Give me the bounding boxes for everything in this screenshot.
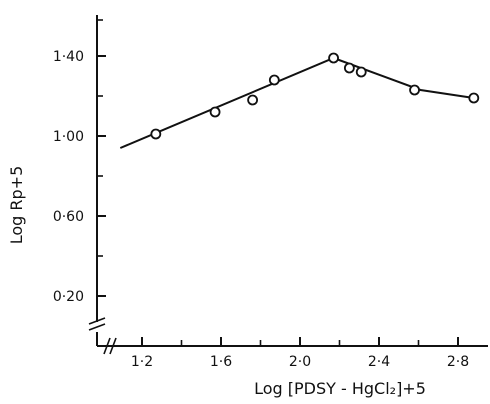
y-tick-label: 0·60 [53, 209, 84, 225]
x-axis-break-mark [109, 337, 117, 355]
ticks [97, 19, 459, 346]
fit-line [119, 56, 474, 149]
data-point [268, 74, 280, 86]
points-layer [150, 52, 480, 140]
data-point [355, 66, 367, 78]
fit-line-layer [119, 56, 474, 149]
y-axis-break-mark [88, 323, 106, 331]
data-point [328, 52, 339, 64]
y-tick-label: 1·40 [53, 49, 84, 65]
x-axis-label: Log [PDSY - HgCl₂]+5 [254, 379, 426, 398]
x-axis-break-mark [103, 337, 111, 355]
tick-labels: 0·20 0·60 1·00 1·40 1·2 1·6 2·0 2·4 2·8 [53, 49, 469, 370]
y-axis-label: Log Rp+5 [7, 166, 26, 245]
data-point [150, 128, 162, 140]
data-point [343, 62, 355, 74]
x-tick-label: 2·0 [289, 354, 311, 370]
y-axis-break-mark [88, 317, 106, 325]
x-tick-label: 2·4 [368, 354, 390, 370]
y-tick-label: 0·20 [53, 289, 84, 305]
data-point [247, 94, 259, 106]
x-tick-label: 1·2 [131, 354, 153, 370]
axes [88, 15, 488, 355]
x-tick-label: 2·8 [447, 354, 469, 370]
y-tick-label: 1·00 [53, 129, 84, 145]
x-tick-label: 1·6 [210, 354, 232, 370]
data-point [409, 84, 420, 96]
data-point [468, 92, 480, 104]
data-point [209, 106, 221, 118]
